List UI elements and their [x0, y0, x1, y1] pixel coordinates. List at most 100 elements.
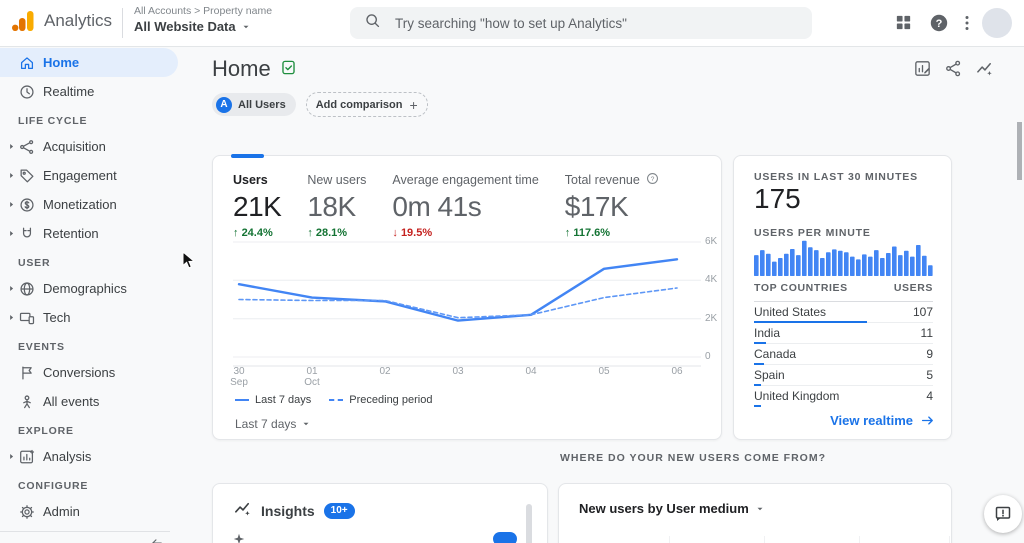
- expand-arrow-icon[interactable]: [7, 229, 18, 238]
- expand-arrow-icon[interactable]: [7, 200, 18, 209]
- chevron-down-icon: [301, 419, 311, 429]
- country-row-india[interactable]: India 11: [754, 323, 933, 344]
- per-minute-label: USERS PER MINUTE: [754, 227, 871, 239]
- x-tick-label: 30 Sep: [230, 366, 248, 388]
- expand-arrow-icon[interactable]: [7, 452, 18, 461]
- report-actions: [913, 59, 994, 83]
- insights-count-badge: 10+: [323, 503, 355, 519]
- chevron-down-icon: [755, 504, 765, 514]
- metric-total-revenue[interactable]: Total revenue? $17K ↑ 117.6%: [565, 172, 660, 239]
- help-icon[interactable]: ?: [929, 13, 949, 33]
- chart-legend: Last 7 days Preceding period: [235, 394, 432, 406]
- expand-arrow-icon[interactable]: [7, 313, 18, 322]
- sidebar-section-label: LIFE CYCLE: [18, 115, 88, 127]
- expand-arrow-icon[interactable]: [7, 284, 18, 293]
- up-arrow-icon: ↑: [564, 227, 571, 239]
- insights-icon[interactable]: [975, 59, 994, 83]
- sidebar-item-realtime[interactable]: Realtime: [0, 77, 178, 106]
- country-row-united-kingdom[interactable]: United Kingdom 4: [754, 386, 933, 407]
- metric-delta: ↓ 19.5%: [392, 227, 433, 239]
- view-realtime-link[interactable]: View realtime: [830, 413, 935, 428]
- country-row-spain[interactable]: Spain 5: [754, 365, 933, 386]
- home-icon: [18, 54, 36, 72]
- sidebar-item-monetization[interactable]: Monetization: [0, 190, 178, 219]
- country-name: United Kingdom: [754, 389, 840, 403]
- user-avatar[interactable]: [982, 8, 1012, 38]
- gridline: [669, 536, 670, 543]
- metric-average-engagement-time[interactable]: Average engagement time 0m 41s ↓ 19.5%: [392, 173, 539, 239]
- country-bar: [754, 321, 867, 323]
- comparison-chips: A All Users Add comparison +: [212, 92, 428, 117]
- realtime-users-value: 175: [754, 183, 801, 214]
- country-row-canada[interactable]: Canada 9: [754, 344, 933, 365]
- analytics-logo[interactable]: Analytics: [10, 8, 112, 34]
- sparkle-icon: [232, 532, 246, 543]
- account-switcher[interactable]: All Accounts > Property name All Website…: [134, 5, 272, 36]
- sidebar-item-acquisition[interactable]: Acquisition: [0, 132, 178, 161]
- metric-value: $17K: [564, 191, 629, 222]
- y-tick-label: 4K: [705, 274, 718, 286]
- sidebar-item-all-events[interactable]: All events: [0, 387, 178, 416]
- down-arrow-icon: ↓: [392, 227, 398, 239]
- customize-report-icon[interactable]: [913, 59, 932, 83]
- engagement-icon: [18, 167, 36, 185]
- feedback-button[interactable]: [984, 495, 1022, 533]
- chevron-down-icon: [241, 22, 251, 32]
- analysis-icon: [18, 448, 36, 466]
- country-name: Canada: [754, 347, 797, 361]
- acquisition-icon: [18, 138, 36, 156]
- gridline: [949, 536, 950, 543]
- sidebar-item-demographics[interactable]: Demographics: [0, 274, 178, 303]
- country-users: 9: [926, 347, 933, 361]
- insights-scrollbar[interactable]: [526, 504, 532, 543]
- page-title: Home: [212, 56, 297, 82]
- feedback-icon: [993, 504, 1013, 524]
- sidebar-item-tech[interactable]: Tech: [0, 303, 178, 332]
- date-range-selector[interactable]: Last 7 days: [235, 417, 311, 431]
- clock-icon: [18, 83, 36, 101]
- divider: [122, 8, 123, 38]
- arrow-right-icon: [920, 413, 935, 428]
- question-circle-icon[interactable]: ?: [645, 171, 660, 189]
- x-tick-label: 04: [525, 366, 537, 377]
- insight-badge-partial: [493, 532, 517, 543]
- gridline: [859, 536, 860, 543]
- collapse-sidebar-icon[interactable]: [150, 536, 164, 543]
- apps-grid-icon[interactable]: [894, 13, 914, 33]
- x-tick-label: 01 Oct: [304, 366, 320, 388]
- sidebar-item-analysis[interactable]: Analysis: [0, 442, 178, 471]
- add-comparison-button[interactable]: Add comparison +: [305, 92, 428, 117]
- search-bar[interactable]: [350, 7, 812, 39]
- search-icon: [364, 12, 381, 34]
- sidebar-item-retention[interactable]: Retention: [0, 219, 178, 248]
- more-vert-icon[interactable]: [957, 13, 977, 33]
- conversions-icon: [18, 364, 36, 382]
- expand-arrow-icon[interactable]: [7, 142, 18, 151]
- all-users-chip[interactable]: A All Users: [212, 93, 296, 116]
- sidebar-item-engagement[interactable]: Engagement: [0, 161, 178, 190]
- country-users: 4: [926, 389, 933, 403]
- country-row-united-states[interactable]: United States 107: [754, 302, 933, 323]
- dimension-selector[interactable]: New users by User medium: [579, 501, 765, 516]
- sidebar-item-home[interactable]: Home: [0, 48, 178, 77]
- all-events-icon: [18, 393, 36, 411]
- sidebar-item-conversions[interactable]: Conversions: [0, 358, 178, 387]
- metric-new-users[interactable]: New users 18K ↑ 28.1%: [307, 173, 367, 239]
- gridline: [764, 536, 765, 543]
- page-scrollbar-thumb[interactable]: [1017, 122, 1022, 180]
- top-countries-table: TOP COUNTRIES USERS United States 107 Indi…: [754, 282, 933, 407]
- expand-arrow-icon[interactable]: [7, 171, 18, 180]
- sidebar: Home Realtime LIFE CYCLE Acquisition Engagem…: [0, 46, 186, 543]
- share-icon[interactable]: [944, 59, 963, 83]
- metric-users[interactable]: Users 21K ↑ 24.4%: [233, 173, 282, 239]
- search-input[interactable]: [393, 14, 812, 32]
- up-arrow-icon: ↑: [233, 227, 239, 239]
- section-label-new-users: WHERE DO YOUR NEW USERS COME FROM?: [560, 452, 826, 464]
- y-tick-label: 0: [705, 351, 711, 362]
- sidebar-item-admin[interactable]: Admin: [0, 497, 178, 526]
- insights-card: Insights 10+: [212, 483, 548, 543]
- legend-last-7-days: Last 7 days: [235, 394, 311, 406]
- x-tick-label: 03: [452, 366, 464, 377]
- country-bar: [754, 363, 764, 365]
- country-bar: [754, 405, 761, 407]
